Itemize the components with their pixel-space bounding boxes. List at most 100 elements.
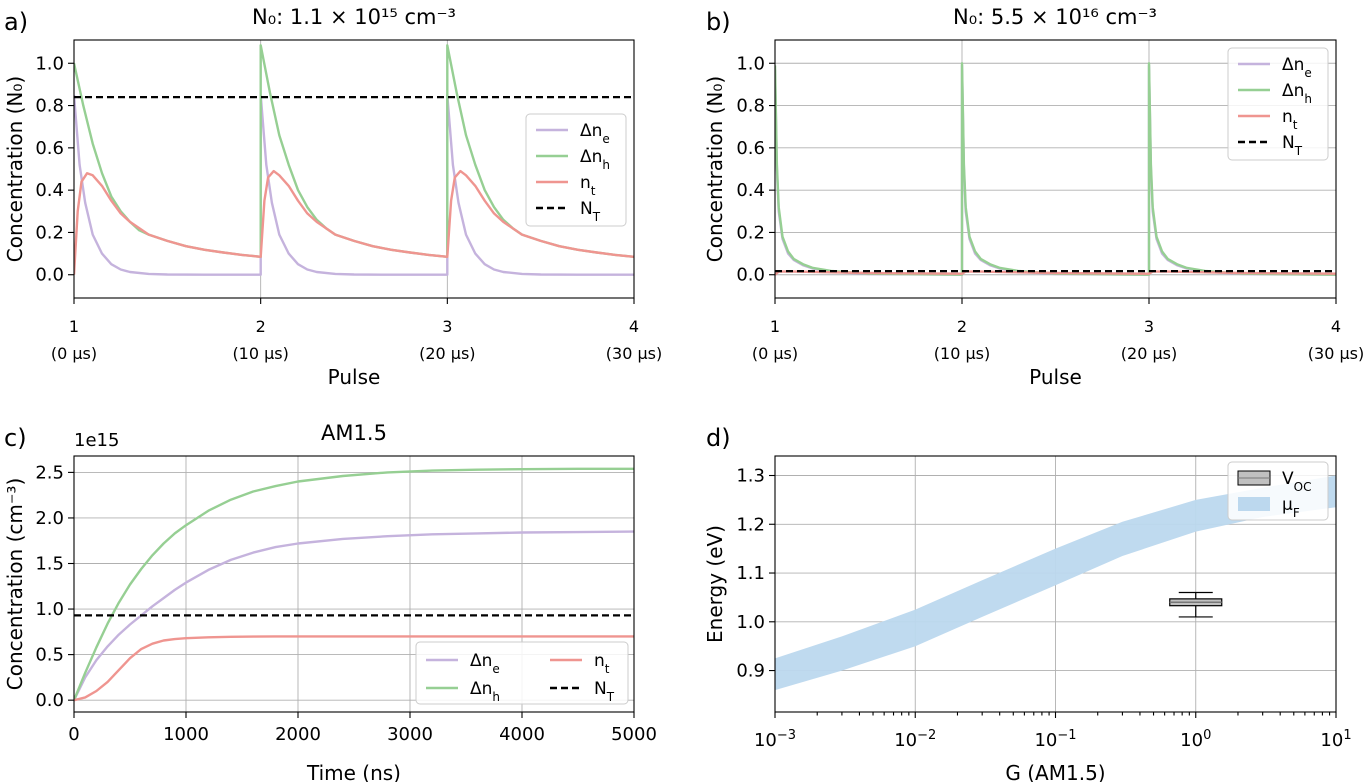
y-tick-label: 1.0 — [35, 53, 64, 74]
plot-area — [775, 475, 1336, 691]
axes-frame — [774, 39, 1337, 299]
y-axis: 0.0 0.5 1.0 1.5 2.0 2.5 — [35, 462, 74, 711]
legend-label: μF — [1282, 495, 1300, 520]
x-tick-sublabel: (10 μs) — [934, 344, 990, 363]
plot-area — [74, 44, 634, 276]
x-tick-label: 1 — [770, 317, 780, 336]
y-tick-label: 1.5 — [35, 554, 64, 575]
y-axis-label: Concentration (cm⁻³) — [3, 478, 27, 691]
x-tick-sublabel: (20 μs) — [1121, 344, 1177, 363]
legend-label: NT — [594, 679, 615, 704]
y-axis-label: Concentration (N₀) — [3, 76, 27, 262]
x-tick-label: 1 — [69, 317, 79, 336]
panel-label: d) — [706, 424, 731, 452]
y-tick-label: 1.2 — [736, 514, 765, 535]
legend-swatch — [1238, 497, 1270, 511]
y-tick-label: 1.0 — [736, 612, 765, 633]
x-tick-label: 100 — [1180, 728, 1211, 752]
y-tick-label: 1.3 — [736, 466, 765, 487]
x-tick-label: 2 — [957, 317, 967, 336]
y-tick-label: 1.1 — [736, 563, 765, 584]
legend-label: VOC — [1282, 469, 1311, 494]
y-tick-label: 0.8 — [35, 96, 64, 117]
y-tick-label: 2.0 — [35, 508, 64, 529]
y-tick-label: 0.8 — [736, 96, 765, 117]
legend-label: Δnh — [580, 147, 610, 172]
y-axis: 0.0 0.2 0.4 0.6 0.8 1.0 — [736, 53, 775, 286]
legend-label: nt — [1282, 107, 1298, 132]
x-tick-sublabel: (20 μs) — [419, 344, 475, 363]
chart-title: N₀: 1.1 × 10¹⁵ cm⁻³ — [252, 5, 456, 29]
legend-label: NT — [580, 199, 601, 224]
plot-area — [74, 467, 634, 702]
legend-label: Δne — [1282, 55, 1312, 80]
mu-f-band — [775, 475, 1336, 691]
x-axis-label: G (AM1.5) — [1005, 761, 1105, 782]
x-tick-label: 10−3 — [754, 728, 796, 752]
y-tick-label: 0.0 — [736, 265, 765, 286]
chart-title: N₀: 5.5 × 10¹⁶ cm⁻³ — [953, 5, 1157, 29]
series-line-1 — [74, 467, 634, 701]
y-tick-label: 0.9 — [736, 661, 765, 682]
chart-panel-d: 10−3 10−2 10−1 100 101 0.9 1.0 1.1 1.2 1.3 G (AM1.… — [703, 424, 1352, 782]
legend-label: nt — [594, 651, 610, 676]
x-tick-label: 101 — [1320, 728, 1351, 752]
x-tick-sublabel: (30 μs) — [1308, 344, 1364, 363]
x-tick-label: 3 — [442, 317, 452, 336]
y-axis-label: Concentration (N₀) — [703, 76, 727, 262]
legend-box — [1227, 47, 1329, 161]
panel-label: a) — [4, 8, 28, 36]
x-axis: 1 (0 μs) 2 (10 μs) 3 (20 μs) 4 (30 μs) — [51, 298, 662, 363]
y-tick-label: 0.5 — [35, 645, 64, 666]
series-line-0 — [74, 93, 634, 276]
x-tick-label: 3 — [1144, 317, 1154, 336]
x-axis-label: Time (ns) — [306, 761, 401, 782]
y-tick-label: 0.0 — [35, 690, 64, 711]
panel-label: b) — [706, 8, 731, 36]
series-line-2 — [775, 270, 1336, 276]
y-tick-label: 0.2 — [736, 222, 765, 243]
legend-label: Δnh — [470, 679, 500, 704]
x-tick-label: 4 — [1331, 317, 1341, 336]
x-tick-label: 2 — [256, 317, 266, 336]
x-axis: 0 1000 2000 3000 4000 5000 — [68, 712, 657, 745]
x-tick-label: 1000 — [163, 724, 209, 745]
x-axis-label: Pulse — [328, 365, 381, 389]
chart-panel-c: 0 1000 2000 3000 4000 5000 0.0 0.5 1.0 1.5 2.0 2.5 1… — [3, 421, 657, 782]
legend: Δne Δnh nt NT — [415, 641, 629, 705]
x-tick-sublabel: (0 μs) — [752, 344, 798, 363]
legend-label: NT — [1282, 133, 1303, 158]
legend-label: Δne — [470, 651, 500, 676]
y-tick-label: 0.6 — [35, 138, 64, 159]
y-tick-label: 0.6 — [736, 138, 765, 159]
x-tick-sublabel: (0 μs) — [51, 344, 97, 363]
legend-box — [525, 113, 627, 227]
chart-panel-a: 1 (0 μs) 2 (10 μs) 3 (20 μs) 4 (30 μs) 0.0 0.2 0.4… — [3, 5, 662, 389]
panel-label: c) — [4, 424, 27, 452]
y-tick-label: 2.5 — [35, 462, 64, 483]
x-tick-sublabel: (10 μs) — [232, 344, 288, 363]
x-tick-label: 4000 — [499, 724, 545, 745]
x-axis-label: Pulse — [1029, 365, 1082, 389]
axes-frame — [73, 455, 635, 713]
x-tick-label: 3000 — [387, 724, 433, 745]
x-tick-label: 2000 — [275, 724, 321, 745]
y-axis: 0.0 0.2 0.4 0.6 0.8 1.0 — [35, 53, 74, 286]
chart-panel-b: 1 (0 μs) 2 (10 μs) 3 (20 μs) 4 (30 μs) 0.0 0.2 0.4… — [703, 5, 1364, 389]
y-tick-label: 0.4 — [736, 180, 765, 201]
series-line-0 — [74, 530, 634, 701]
series-line-1 — [775, 62, 1336, 276]
y-axis-label: Energy (eV) — [703, 525, 727, 643]
x-tick-label: 10−1 — [1034, 728, 1076, 752]
y-tick-label: 1.0 — [35, 599, 64, 620]
axes-frame — [73, 39, 635, 299]
legend-label: nt — [580, 173, 596, 198]
x-tick-sublabel: (30 μs) — [606, 344, 662, 363]
x-tick-label: 5000 — [611, 724, 657, 745]
y-tick-label: 1.0 — [736, 53, 765, 74]
legend-label: Δnh — [1282, 81, 1312, 106]
